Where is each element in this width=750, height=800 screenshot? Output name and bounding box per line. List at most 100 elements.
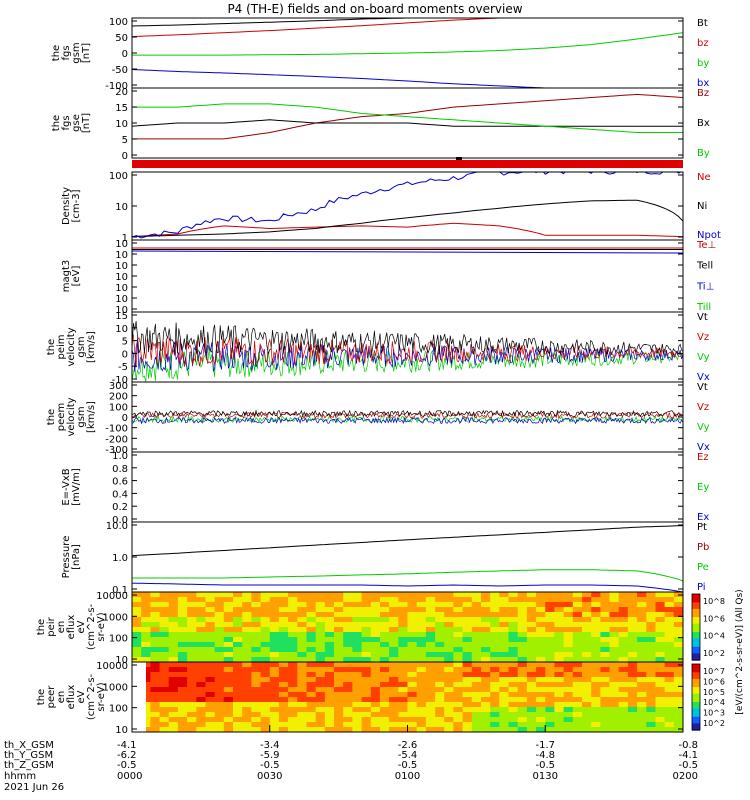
- heatmap-cell: [205, 612, 216, 618]
- heatmap-cell: [664, 672, 675, 678]
- y-tick-label: 5: [122, 135, 128, 146]
- heatmap-cell: [297, 597, 308, 603]
- heatmap-cell: [563, 622, 574, 628]
- panel-peir: 10^810^610^410^2 [eV/(cm^2-s-sr-eV)] (All…: [36, 589, 745, 714]
- heatmap-cell: [563, 672, 574, 678]
- heatmap-cell: [582, 677, 592, 683]
- heatmap-cell: [481, 687, 491, 693]
- heatmap-cell: [159, 682, 170, 688]
- y-tick-label: 10: [115, 305, 128, 316]
- heatmap-cell: [260, 672, 271, 678]
- legend-Tell: Tell: [696, 261, 713, 272]
- heatmap-cell: [444, 592, 454, 598]
- heatmap-cell: [352, 712, 363, 718]
- heatmap-cell: [288, 632, 298, 638]
- heatmap-cell: [177, 722, 188, 728]
- heatmap-cell: [196, 607, 207, 613]
- heatmap-cell: [187, 637, 197, 643]
- heatmap-cell: [297, 717, 308, 723]
- heatmap-cell: [416, 702, 427, 708]
- heatmap-cell: [233, 727, 243, 732]
- heatmap-cell: [352, 702, 363, 708]
- heatmap-cell: [269, 622, 280, 628]
- heatmap-cell: [673, 702, 683, 708]
- heatmap-cell: [177, 727, 188, 732]
- heatmap-cell: [618, 677, 629, 683]
- heatmap-cell: [655, 687, 666, 693]
- heatmap-cell: [435, 692, 445, 698]
- heatmap-cell: [582, 707, 592, 713]
- colorbar-swatch: [692, 615, 700, 618]
- series-trace: [132, 409, 683, 418]
- heatmap-cell: [352, 642, 363, 648]
- heatmap-cell: [251, 702, 262, 708]
- heatmap-cell: [187, 617, 197, 623]
- heatmap-cell: [673, 602, 683, 608]
- y-tick-label: 10.0: [106, 521, 128, 532]
- heatmap-cell: [297, 687, 308, 693]
- heatmap-cell: [214, 602, 225, 608]
- heatmap-cell: [508, 672, 519, 678]
- heatmap-cell: [481, 727, 491, 732]
- heatmap-cell: [334, 642, 344, 648]
- heatmap-cell: [150, 652, 161, 658]
- heatmap-cell: [260, 592, 271, 598]
- heatmap-cell: [315, 672, 326, 678]
- heatmap-cell: [554, 632, 565, 638]
- heatmap-cell: [572, 652, 583, 658]
- y-axis-label-line: the: [36, 689, 47, 705]
- heatmap-cell: [609, 662, 620, 668]
- heatmap-cell: [508, 647, 519, 653]
- heatmap-cell: [343, 712, 353, 718]
- heatmap-cell: [609, 597, 620, 603]
- colorbar-swatch: [692, 594, 700, 597]
- y-axis-label-line: the: [46, 409, 57, 425]
- heatmap-cell: [168, 692, 179, 698]
- heatmap-cell: [297, 642, 308, 648]
- heatmap-cell: [425, 707, 436, 713]
- heatmap-cell: [269, 632, 280, 638]
- heatmap-cell: [536, 617, 546, 623]
- heatmap-cell: [444, 657, 454, 662]
- heatmap-cell: [233, 667, 243, 673]
- heatmap-cell: [370, 627, 381, 633]
- heatmap-cell: [600, 617, 611, 623]
- heatmap-cell: [177, 622, 188, 628]
- heatmap-cell: [214, 697, 225, 703]
- heatmap-cell: [416, 647, 427, 653]
- heatmap-cell: [269, 612, 280, 618]
- heatmap-cell: [242, 597, 252, 603]
- heatmap-cell: [673, 672, 683, 678]
- y-axis-label-line: the: [36, 619, 47, 635]
- heatmap-cell: [168, 727, 179, 732]
- heatmap-cell: [187, 662, 197, 668]
- heatmap-cell: [554, 672, 565, 678]
- heatmap-cell: [425, 592, 436, 598]
- heatmap-cell: [233, 702, 243, 708]
- heatmap-cell: [334, 677, 344, 683]
- y-axis-label-line: velocity: [66, 327, 77, 366]
- heatmap-cell: [343, 592, 353, 598]
- heatmap-cell: [205, 642, 216, 648]
- heatmap-cell: [251, 602, 262, 608]
- heatmap-cell: [389, 717, 399, 723]
- heatmap-cell: [297, 722, 308, 728]
- heatmap-cell: [545, 602, 556, 608]
- heatmap-cell: [609, 722, 620, 728]
- colorbar-swatch: [692, 658, 700, 661]
- heatmap-cell: [435, 717, 445, 723]
- colorbar-swatch: [692, 677, 700, 680]
- heatmap-cell: [618, 647, 629, 653]
- heatmap-cell: [499, 632, 510, 638]
- heatmap-cell: [361, 617, 372, 623]
- heatmap-cell: [499, 722, 510, 728]
- heatmap-cell: [618, 622, 629, 628]
- y-tick-label: 10: [115, 239, 128, 250]
- heatmap-cell: [536, 637, 546, 643]
- heatmap-cell: [150, 727, 161, 732]
- heatmap-cell: [499, 637, 510, 643]
- heatmap-cell: [370, 642, 381, 648]
- x-tick-label: 0130: [533, 771, 558, 782]
